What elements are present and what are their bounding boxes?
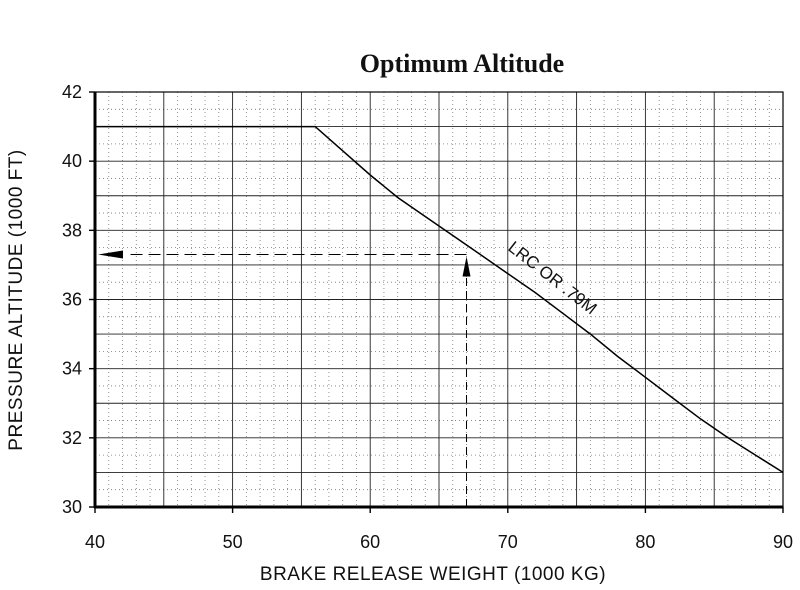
series-line <box>95 125 784 474</box>
y-tick-label: 34 <box>62 359 82 379</box>
x-tick-label: 90 <box>773 532 793 552</box>
y-axis-label: PRESSURE ALTITUDE (1000 FT) <box>6 149 27 450</box>
tick-layer: 40 50 60 70 80 90 30 32 34 36 38 40 42 <box>62 82 793 552</box>
example-reading-lines <box>98 250 471 507</box>
up-arrow-icon <box>462 256 471 277</box>
y-tick-label: 32 <box>62 428 82 448</box>
y-tick-label: 36 <box>62 290 82 310</box>
x-tick-label: 80 <box>635 532 655 552</box>
y-tick-label: 30 <box>62 497 82 517</box>
left-arrow-icon <box>98 250 123 259</box>
x-tick-label: 70 <box>498 532 518 552</box>
x-tick-label: 40 <box>85 532 105 552</box>
y-tick-label: 42 <box>62 82 82 102</box>
y-tick-label: 38 <box>62 220 82 240</box>
series-layer <box>95 125 784 474</box>
x-tick-label: 50 <box>223 532 243 552</box>
major-grid <box>95 92 783 507</box>
y-tick-label: 40 <box>62 151 82 171</box>
x-tick-label: 60 <box>360 532 380 552</box>
chart-title: Optimum Altitude <box>360 49 564 78</box>
x-axis-label: BRAKE RELEASE WEIGHT (1000 KG) <box>260 564 606 585</box>
